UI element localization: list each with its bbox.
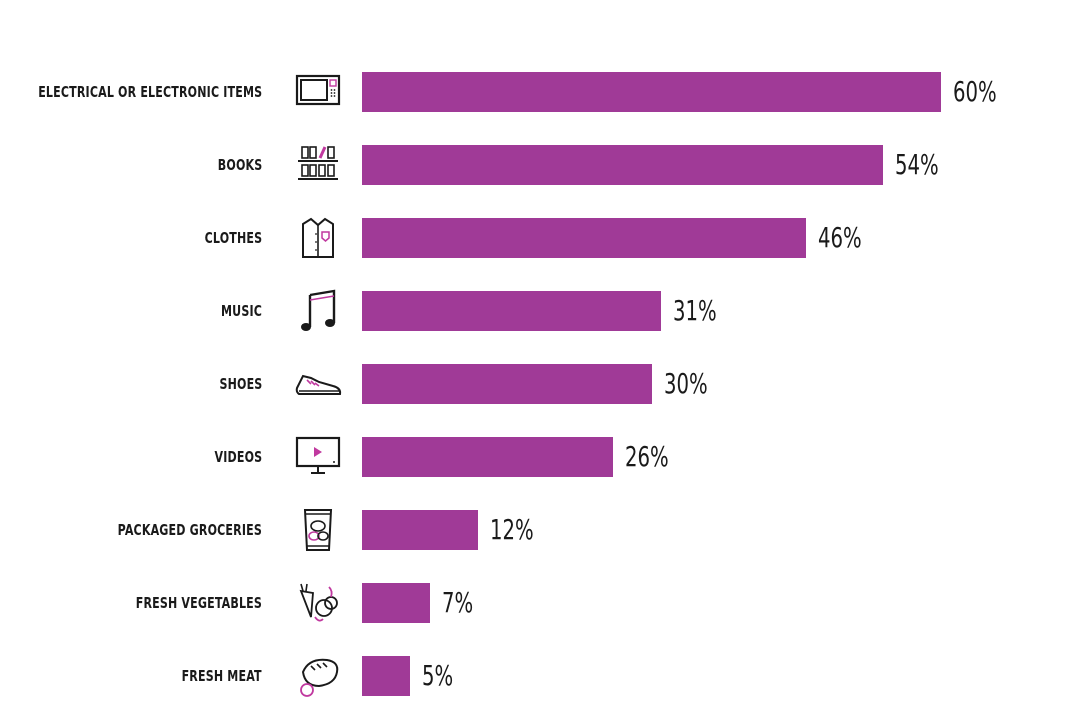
category-label: MUSIC: [220, 302, 262, 320]
value-label: 60%: [953, 75, 997, 108]
value-label: 7%: [442, 586, 474, 619]
category-label: CLOTHES: [204, 229, 262, 247]
bar: [362, 145, 883, 185]
sneaker-icon: [293, 362, 343, 406]
bookshelf-icon: [293, 143, 343, 187]
category-label: VIDEOS: [214, 448, 262, 466]
bar: [362, 291, 661, 331]
music-note-icon: [293, 289, 343, 333]
bar-row: MUSIC 31%: [0, 289, 1080, 333]
bar: [362, 72, 941, 112]
value-label: 5%: [422, 659, 454, 692]
bar: [362, 218, 806, 258]
horizontal-bar-chart: ELECTRICAL OR ELECTRONIC ITEMS 60% BOOKS …: [0, 72, 1080, 697]
bar-row: SHOES 30%: [0, 364, 1080, 404]
microwave-icon: [293, 70, 343, 114]
value-label: 12%: [490, 513, 534, 546]
category-label: ELECTRICAL OR ELECTRONIC ITEMS: [37, 83, 262, 101]
bar: [362, 583, 430, 623]
category-label: BOOKS: [217, 156, 262, 174]
category-label: FRESH VEGETABLES: [135, 594, 262, 612]
vegetables-icon: [293, 581, 343, 625]
value-label: 26%: [625, 440, 669, 473]
bar: [362, 510, 478, 550]
bar-row: CLOTHES 46%: [0, 216, 1080, 260]
value-label: 30%: [664, 367, 708, 400]
grocery-bag-icon: [293, 508, 343, 552]
value-label: 54%: [895, 148, 939, 181]
shirt-icon: [293, 216, 343, 260]
bar: [362, 437, 613, 477]
bar: [362, 656, 410, 696]
bar-row: ELECTRICAL OR ELECTRONIC ITEMS 60%: [0, 72, 1080, 112]
category-label: FRESH MEAT: [181, 667, 262, 685]
category-label: SHOES: [219, 375, 262, 393]
bar-row: VIDEOS 26%: [0, 435, 1080, 479]
video-screen-icon: [293, 435, 343, 479]
bar-row: BOOKS 54%: [0, 145, 1080, 185]
category-label: PACKAGED GROCERIES: [117, 521, 262, 539]
bar-row: FRESH MEAT 5%: [0, 654, 1080, 698]
value-label: 31%: [673, 294, 717, 327]
bar-row: PACKAGED GROCERIES 12%: [0, 508, 1080, 552]
meat-icon: [293, 654, 343, 698]
bar-row: FRESH VEGETABLES 7%: [0, 583, 1080, 623]
bar: [362, 364, 652, 404]
value-label: 46%: [818, 221, 862, 254]
